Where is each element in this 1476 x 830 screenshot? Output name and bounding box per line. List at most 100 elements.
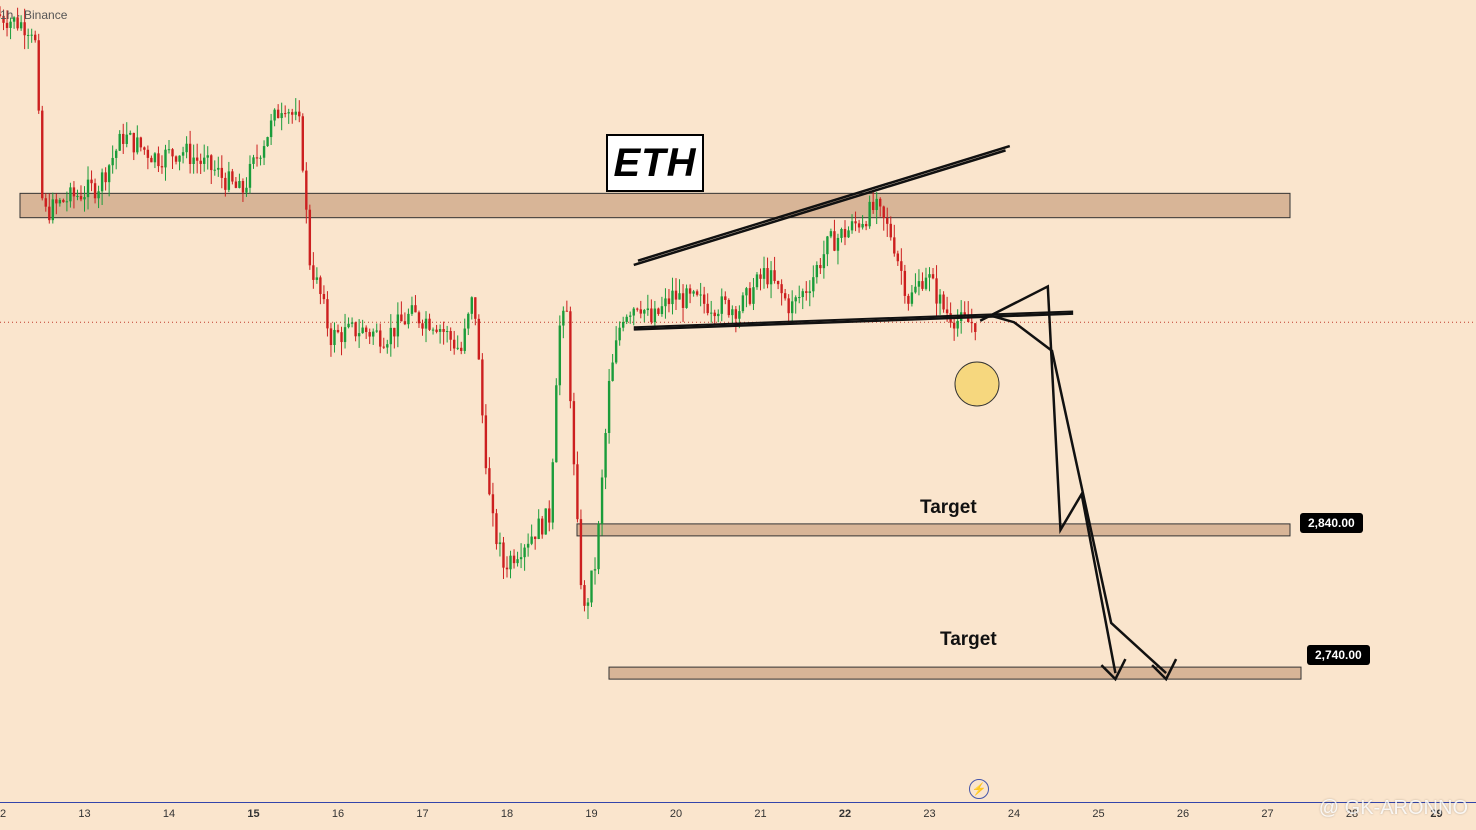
wedge-top-line (633, 149, 1006, 267)
candle-body (125, 134, 128, 144)
candle-body (653, 308, 657, 323)
candle-body (607, 380, 611, 434)
candle-body (840, 229, 843, 238)
candle-body (530, 536, 533, 544)
x-tick-label: 25 (1092, 808, 1105, 820)
candle-body (766, 268, 769, 285)
candle-body (787, 298, 790, 314)
candle-body (474, 297, 477, 319)
candle-body (266, 137, 269, 147)
candle-body (30, 34, 33, 36)
candle-body (407, 313, 410, 325)
x-tick-label: 22 (838, 808, 852, 820)
candle-body (889, 223, 892, 238)
candle-body (590, 570, 593, 603)
candle-body (76, 195, 79, 197)
candle-body (301, 116, 304, 171)
candle-body (181, 152, 185, 156)
x-axis-line (0, 802, 1476, 803)
candle-body (347, 323, 350, 328)
candle-body (558, 325, 562, 386)
candle-body (586, 602, 590, 606)
candle-body (836, 237, 840, 251)
x-tick-label: 29 (1430, 808, 1443, 820)
candle-body (702, 294, 706, 304)
candle-body (58, 199, 62, 204)
wedge-top-line-2 (637, 144, 1011, 262)
candle-body (519, 557, 523, 560)
x-tick-label: 20 (669, 808, 683, 820)
candle-body (83, 197, 86, 200)
candle-body (107, 165, 111, 183)
candle-body (903, 270, 907, 296)
candle-body (699, 294, 702, 296)
candle-body (752, 287, 755, 304)
lightning-icon[interactable]: ⚡ (969, 779, 989, 799)
candle-body (364, 327, 368, 333)
candle-body (62, 199, 65, 203)
candle-body (421, 323, 424, 329)
candle-body (773, 270, 776, 281)
arrow-head-2 (1151, 658, 1178, 682)
x-tick-label: 13 (78, 808, 91, 820)
support-line (633, 312, 1074, 331)
candle-body (741, 295, 745, 312)
candle-body (343, 327, 347, 343)
candle-body (569, 311, 572, 402)
candle-body (879, 198, 882, 207)
candle-body (382, 346, 385, 348)
candle-body (498, 542, 502, 545)
candle-body (188, 143, 192, 164)
candle-body (952, 322, 956, 329)
candle-body (738, 311, 741, 319)
candle-body (44, 198, 47, 207)
x-tick-label: 21 (754, 808, 767, 820)
candle-body (329, 328, 333, 346)
candle-body (463, 328, 466, 351)
candle-body (23, 22, 26, 36)
candle-body (93, 183, 97, 199)
candle-body (555, 385, 558, 463)
candle-body (484, 415, 488, 469)
candle-body (143, 147, 146, 150)
candle-body (942, 294, 945, 310)
candle-body (491, 494, 495, 514)
candle-body (755, 274, 759, 288)
candle-body (731, 309, 734, 316)
candle-body (157, 153, 160, 167)
candle-body (375, 330, 378, 332)
candle-body (928, 274, 931, 278)
target-zone-2 (608, 666, 1302, 680)
candle-body (639, 309, 642, 314)
candle-body (234, 181, 238, 188)
candle-body (625, 316, 628, 322)
candle-body (379, 330, 382, 347)
price-tag-1: 2,840.00 (1300, 513, 1363, 533)
candle-body (537, 518, 540, 540)
candle-body (681, 293, 685, 308)
candle-body (600, 477, 604, 524)
candle-body (104, 172, 107, 183)
candle-body (597, 523, 600, 570)
candle-body (576, 464, 579, 520)
candle-body (55, 199, 58, 204)
candle-body (417, 312, 421, 324)
candle-body (97, 191, 100, 199)
x-tick-label: 27 (1261, 808, 1274, 820)
candle-body (199, 160, 202, 164)
candle-body (516, 559, 519, 564)
candle-body (604, 433, 607, 478)
candle-body (435, 329, 438, 332)
candle-body (178, 155, 181, 162)
candle-body (241, 181, 245, 193)
candle-body (308, 209, 312, 266)
candle-body (428, 318, 431, 330)
candle-body (710, 312, 713, 314)
candle-body (481, 359, 484, 416)
candle-body (252, 157, 255, 164)
breakdown-circle (954, 361, 1000, 407)
candle-body (273, 109, 276, 121)
candle-body (213, 169, 216, 171)
candle-body (132, 132, 135, 153)
